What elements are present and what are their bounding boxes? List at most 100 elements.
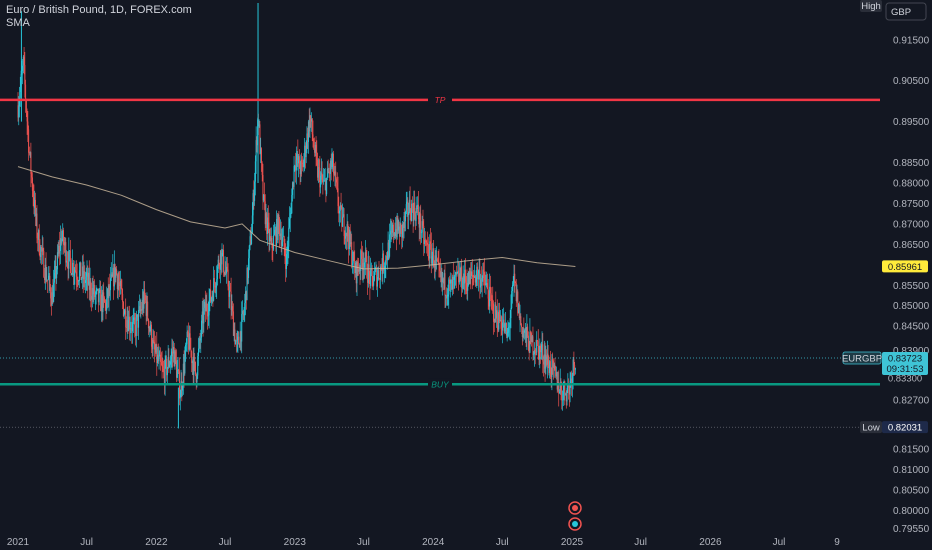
candle-body xyxy=(494,304,496,323)
candle-body xyxy=(428,256,430,259)
candle-body xyxy=(387,242,389,260)
candle-body xyxy=(377,270,379,277)
candle-body xyxy=(139,306,141,312)
candle-body xyxy=(421,221,423,233)
dividend-event-icon[interactable] xyxy=(568,517,582,531)
candle-body xyxy=(97,288,99,303)
candle-body xyxy=(453,276,455,280)
candle-body xyxy=(140,309,142,312)
candle-body xyxy=(442,278,444,283)
candle-body xyxy=(571,375,573,386)
candle-body xyxy=(172,351,174,354)
candle-body xyxy=(402,224,404,238)
candle-body xyxy=(369,272,371,286)
candle-body xyxy=(245,291,247,301)
y-tick-label: 0.85000 xyxy=(893,301,930,312)
candle-body xyxy=(188,334,190,350)
candle-body xyxy=(27,121,29,130)
candle-body xyxy=(50,287,52,299)
candle-body xyxy=(252,193,254,216)
candle-body xyxy=(320,172,322,176)
candle-body xyxy=(169,361,171,365)
candle-body xyxy=(195,374,197,383)
sma-layer xyxy=(17,166,576,270)
candle-body xyxy=(152,340,154,350)
candle-body xyxy=(118,282,120,285)
candle-body xyxy=(499,310,501,322)
candle-body xyxy=(401,225,403,238)
candle-body xyxy=(176,370,178,378)
candle-body xyxy=(276,219,278,240)
x-tick-label: 2022 xyxy=(145,537,168,548)
candle-body xyxy=(261,163,263,175)
candle-body xyxy=(81,278,83,280)
candle-body xyxy=(508,326,510,328)
candle-body xyxy=(95,289,97,295)
candle-body xyxy=(44,264,46,281)
candle-body xyxy=(165,358,167,360)
candle-body xyxy=(205,303,207,312)
candle-body xyxy=(329,171,331,174)
candle-body xyxy=(70,260,72,275)
candle-body xyxy=(452,276,454,280)
symbol-tag: EURGBP xyxy=(842,353,882,364)
candle-body xyxy=(335,171,337,180)
candle-body xyxy=(527,326,529,336)
candle-body xyxy=(266,213,268,234)
candle-body xyxy=(33,197,35,208)
candle-body xyxy=(215,286,217,288)
sma-tag-bg xyxy=(882,260,928,273)
candle-body xyxy=(54,265,56,273)
candle-body xyxy=(204,301,206,312)
candle-body xyxy=(232,311,234,336)
candle-body xyxy=(556,372,558,390)
candle-body xyxy=(290,213,292,214)
candle-body xyxy=(486,283,488,284)
countdown-value: 09:31:53 xyxy=(887,364,924,375)
candle-body xyxy=(445,295,447,296)
price-axis[interactable] xyxy=(880,0,932,550)
candle-body xyxy=(435,255,437,262)
candle-body xyxy=(127,320,129,331)
candle-body xyxy=(43,251,45,277)
candle-body xyxy=(538,345,540,360)
candle-body xyxy=(240,331,242,342)
candle-body xyxy=(370,269,372,286)
candle-body xyxy=(282,237,284,242)
economic-event-icon[interactable] xyxy=(568,501,582,515)
candle-body xyxy=(427,242,429,245)
candle-body xyxy=(516,291,518,302)
candle-body xyxy=(344,236,346,239)
candle-body xyxy=(80,262,82,280)
candle-body xyxy=(287,246,289,251)
candle-body xyxy=(449,279,451,284)
candle-body xyxy=(32,190,34,198)
candle-body xyxy=(465,281,467,283)
candle-body xyxy=(325,179,327,195)
y-tick-label: 0.87000 xyxy=(893,219,930,230)
candle-body xyxy=(151,346,153,350)
candle-body xyxy=(164,359,166,386)
candle-body xyxy=(278,215,280,221)
candle-body xyxy=(536,340,538,342)
candle-body xyxy=(49,275,51,288)
candle-body xyxy=(126,320,128,328)
x-tick-label: 2025 xyxy=(561,537,584,548)
currency-button[interactable] xyxy=(885,2,927,21)
candle-body xyxy=(192,361,194,375)
candle-body xyxy=(496,310,498,326)
candle-body xyxy=(329,160,331,174)
candle-body xyxy=(427,244,429,257)
candle-body xyxy=(459,273,461,280)
candle-body xyxy=(212,295,214,301)
candle-body xyxy=(256,140,258,146)
candle-body xyxy=(30,152,32,174)
candle-body xyxy=(173,347,175,367)
candle-body xyxy=(476,266,478,277)
candle-body xyxy=(193,356,195,375)
candle-body xyxy=(69,250,71,252)
candle-body xyxy=(414,214,416,221)
candle-body xyxy=(79,262,81,271)
